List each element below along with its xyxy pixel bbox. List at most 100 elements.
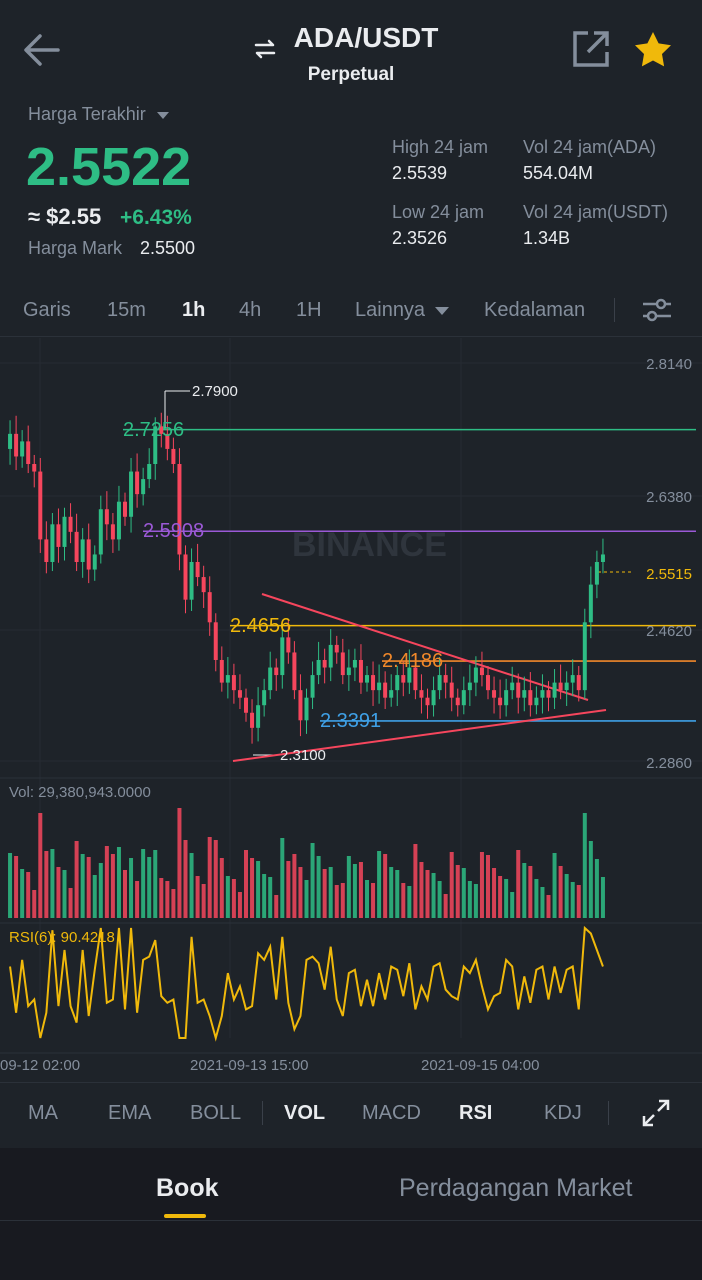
star-icon[interactable] xyxy=(633,30,673,70)
candle-body xyxy=(298,690,303,721)
candle-body xyxy=(467,682,472,691)
ind-vol[interactable]: VOL xyxy=(284,1102,326,1124)
candle-body xyxy=(231,675,236,691)
volume-bar xyxy=(358,862,363,918)
candle-body xyxy=(62,516,67,547)
candle-body xyxy=(147,464,152,480)
vol-ada-value: 554.04M xyxy=(523,163,594,183)
vol-ada-label: Vol 24 jam(ADA) xyxy=(523,137,657,157)
level-label-5: 2.3391 xyxy=(320,710,381,732)
tab-4h[interactable]: 4h xyxy=(239,299,262,321)
candle-body xyxy=(358,659,363,683)
candle-body xyxy=(207,592,212,623)
ind-ema[interactable]: EMA xyxy=(108,1102,152,1124)
ind-rsi[interactable]: RSI xyxy=(459,1102,493,1124)
candle-body xyxy=(304,697,309,721)
volume-bar xyxy=(365,880,369,918)
candle-body xyxy=(401,675,406,683)
vol-usdt-value: 1.34B xyxy=(523,228,571,248)
fullscreen-icon[interactable] xyxy=(640,1097,672,1129)
ind-boll[interactable]: BOLL xyxy=(190,1102,242,1124)
last-price-label[interactable]: Harga Terakhir xyxy=(28,104,169,125)
settings-sliders-icon[interactable] xyxy=(640,296,674,324)
candle-body xyxy=(371,675,376,691)
volume-bar xyxy=(516,850,521,918)
candle-body xyxy=(183,554,188,600)
candle-body xyxy=(26,441,31,465)
candle-body xyxy=(600,554,605,562)
tab-garis[interactable]: Garis xyxy=(23,299,71,321)
vol-usdt-label: Vol 24 jam(USDT) xyxy=(523,202,669,222)
divider xyxy=(608,1101,609,1125)
candle-body xyxy=(110,524,115,540)
candle-body xyxy=(449,682,454,698)
pair-title[interactable]: ADA/USDT xyxy=(293,22,439,53)
tab-15m[interactable]: 15m xyxy=(107,299,146,321)
volume-bar xyxy=(74,841,79,918)
candle-body xyxy=(365,675,369,683)
volume-bar xyxy=(129,858,134,918)
volume-bar xyxy=(207,837,212,918)
ind-kdj[interactable]: KDJ xyxy=(544,1102,582,1124)
volume-bar xyxy=(352,864,357,918)
volume-bar xyxy=(346,856,351,918)
volume-bar xyxy=(425,870,430,918)
candle-body xyxy=(244,697,248,713)
volume-bar xyxy=(26,872,31,918)
candle-body xyxy=(576,675,581,691)
level-label-1: 2.7256 xyxy=(123,419,184,441)
interval-tabs: Garis 15m 1h 4h 1H Lainnya Kedalaman xyxy=(0,288,702,332)
low-marker: 2.3100 xyxy=(280,747,326,764)
candle-body xyxy=(346,667,351,676)
candle-body xyxy=(322,659,327,668)
volume-bar xyxy=(159,878,164,918)
time-label-2: 2021-09-13 15:00 xyxy=(190,1057,308,1074)
candle-body xyxy=(189,562,194,600)
last-price: 2.5522 xyxy=(26,137,192,197)
swap-arrows-icon[interactable] xyxy=(252,36,278,62)
caret-down-icon xyxy=(434,306,449,315)
volume-bar xyxy=(437,881,442,918)
tab-market-trades[interactable]: Perdagangan Market xyxy=(399,1174,633,1202)
candle-body xyxy=(274,667,279,676)
candle-body xyxy=(413,667,418,691)
ind-macd[interactable]: MACD xyxy=(362,1102,421,1124)
candle-body xyxy=(407,667,412,683)
tab-1h[interactable]: 1h xyxy=(182,299,206,321)
candle-body xyxy=(546,690,551,698)
candle-body xyxy=(50,524,55,562)
kline-chart[interactable]: BINANCE 2.8140 2.6380 2.4620 2.2860 2.55… xyxy=(0,338,702,1078)
share-external-icon[interactable] xyxy=(570,28,612,70)
tab-1H[interactable]: 1H xyxy=(296,299,322,321)
high-label: High 24 jam xyxy=(392,137,489,157)
back-arrow-icon[interactable] xyxy=(20,28,64,72)
candle-body xyxy=(528,690,533,706)
candle-body xyxy=(219,659,224,683)
candle-body xyxy=(570,675,575,683)
volume-bar xyxy=(322,869,327,918)
level-label-3: 2.4656 xyxy=(230,615,291,637)
tab-book[interactable]: Book xyxy=(156,1174,219,1202)
volume-bar xyxy=(504,879,509,918)
axis-label-2: 2.6380 xyxy=(646,489,692,506)
ind-ma[interactable]: MA xyxy=(28,1102,58,1124)
candle-body xyxy=(316,659,321,676)
volume-bar xyxy=(32,890,37,918)
candle-body xyxy=(141,479,146,495)
header: ADA/USDT Perpetual xyxy=(0,0,702,100)
volume-bar xyxy=(201,884,206,918)
tab-lainnya[interactable]: Lainnya xyxy=(355,288,449,332)
grid xyxy=(0,338,702,1054)
chart-svg[interactable]: BINANCE 2.8140 2.6380 2.4620 2.2860 2.55… xyxy=(0,338,702,1078)
volume-bar xyxy=(455,865,460,918)
volume-bar xyxy=(389,867,394,918)
candle-body xyxy=(498,697,503,706)
volume-bar xyxy=(304,880,309,918)
candle-body xyxy=(68,516,73,532)
volume-bar xyxy=(407,886,412,918)
tab-kedalaman[interactable]: Kedalaman xyxy=(484,299,586,321)
volume-bar xyxy=(153,850,158,918)
candle-body xyxy=(129,471,134,517)
volume-bar xyxy=(467,881,472,918)
candle-body xyxy=(594,562,599,585)
